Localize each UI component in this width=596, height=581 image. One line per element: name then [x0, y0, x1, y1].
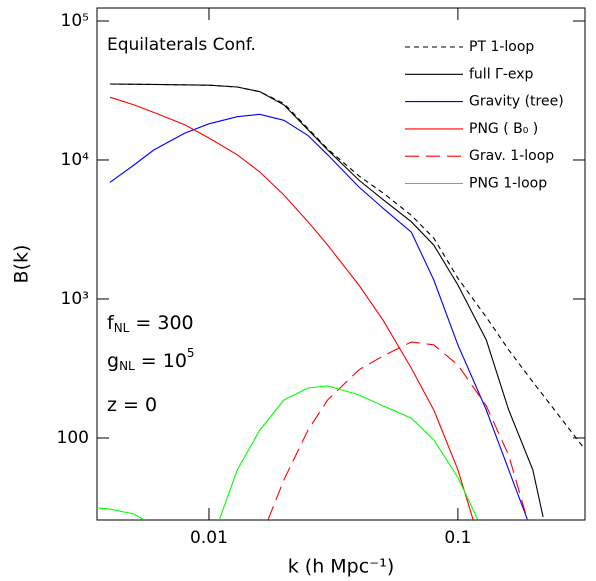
annotation-subscript: NL	[114, 321, 130, 335]
series-line	[98, 385, 479, 520]
legend-label: Grav. 1-loop	[469, 148, 554, 164]
annotation: fNL = 300	[107, 312, 194, 335]
annotation-superscript: 5	[187, 346, 195, 360]
annotation-text: g	[107, 350, 119, 372]
plot-frame	[96, 7, 586, 521]
legend-label: PNG ( B₀ )	[469, 121, 538, 137]
x-tick-label: 0.01	[190, 528, 228, 548]
legend-label: full Γ-exp	[469, 66, 534, 82]
series-line	[109, 83, 585, 449]
x-tick-label: 0.1	[444, 528, 471, 548]
annotation-text: f	[107, 312, 115, 334]
y-tick-label: 100	[57, 428, 89, 448]
annotation-text: = 10	[135, 350, 187, 372]
annotation: gNL = 105	[107, 346, 195, 373]
annotation: z = 0	[107, 394, 157, 416]
y-tick-label: 10³	[61, 289, 89, 309]
series-line	[267, 341, 528, 520]
y-tick-label: 10⁴	[61, 150, 90, 170]
annotation-text: = 300	[129, 312, 193, 334]
annotation: Equilaterals Conf.	[107, 35, 256, 55]
legend-label: Gravity (tree)	[469, 94, 564, 110]
legend-label: PNG 1-loop	[469, 176, 547, 192]
annotation-text: z = 0	[107, 394, 157, 416]
x-axis-label: k (h Mpc⁻¹)	[288, 556, 395, 578]
series-line	[109, 96, 474, 520]
series-line	[109, 113, 528, 520]
y-axis-label: B(k)	[11, 245, 33, 284]
y-tick-label: 10⁵	[61, 11, 89, 31]
annotation-subscript: NL	[119, 359, 135, 373]
series-line	[109, 83, 544, 518]
legend-label: PT 1-loop	[469, 39, 534, 55]
annotation-text: Equilaterals Conf.	[107, 35, 256, 55]
